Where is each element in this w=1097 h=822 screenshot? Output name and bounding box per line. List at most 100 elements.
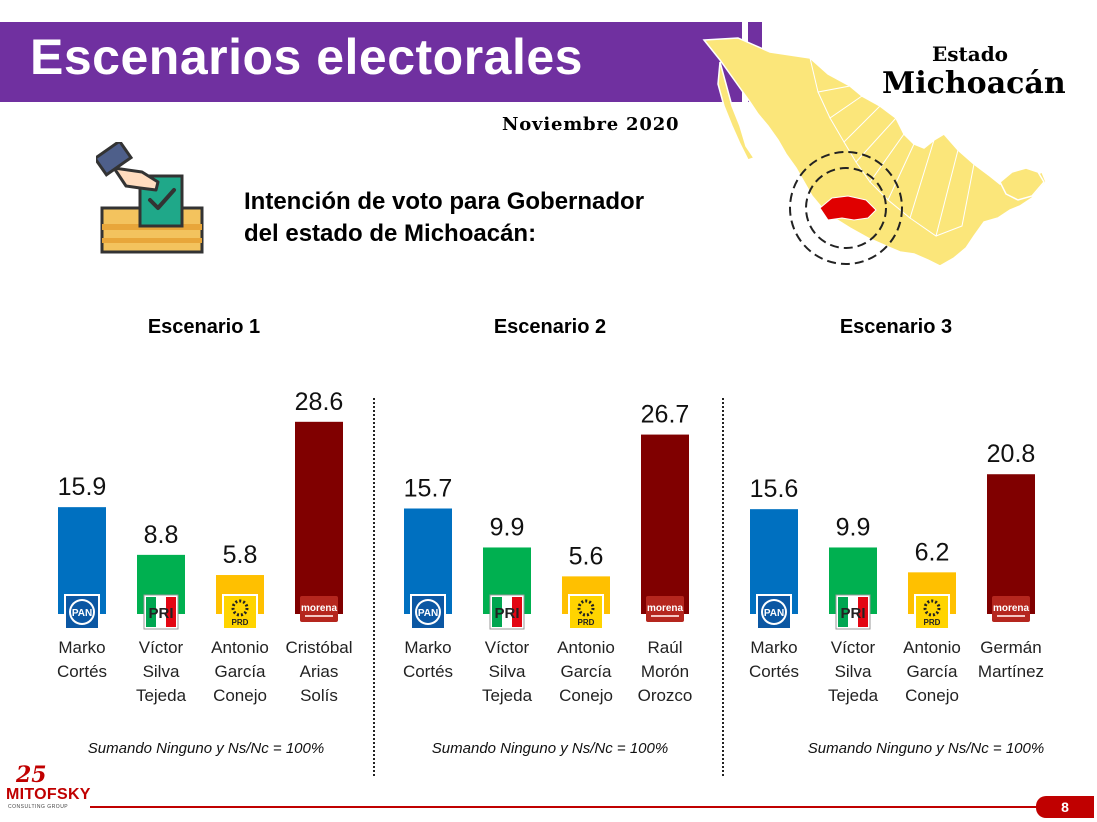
svg-text:morena: morena bbox=[301, 603, 338, 614]
candidate-name: Raúl Morón Orozco bbox=[620, 636, 710, 708]
data-label: 8.8 bbox=[144, 521, 179, 549]
candidate-name: Germán Martínez bbox=[966, 636, 1056, 684]
scenario-note: Sumando Ninguno y Ns/Nc = 100% bbox=[807, 740, 1045, 757]
candidate-name: Antonio García Conejo bbox=[541, 636, 631, 708]
svg-text:morena: morena bbox=[647, 603, 684, 614]
candidate-name-line: García bbox=[214, 662, 266, 681]
focus-circle-inner bbox=[805, 167, 887, 249]
bar-morena bbox=[295, 421, 343, 614]
prd-logo-icon: PRD bbox=[914, 594, 950, 630]
scenario-title: Escenario 3 bbox=[839, 316, 953, 338]
candidate-name: Marko Cortés bbox=[383, 636, 473, 684]
candidate-name-line: Víctor bbox=[830, 638, 876, 657]
pri-logo-icon: PRI bbox=[835, 594, 871, 630]
candidate-name-line: Germán bbox=[980, 638, 1042, 657]
candidate-name-line: Víctor bbox=[138, 638, 184, 657]
candidate-name: Antonio García Conejo bbox=[195, 636, 285, 708]
scenario-3-chart: Escenario 3 15.6 PAN 9.9 PRI 6.2 PRD 20.8 moren… bbox=[746, 312, 1086, 772]
data-label: 28.6 bbox=[295, 388, 344, 416]
candidate-name-line: Raúl bbox=[647, 638, 683, 657]
logo-tagline: CONSULTING GROUP bbox=[8, 804, 69, 810]
candidate-name-line: Conejo bbox=[905, 686, 959, 705]
scenario-bars-svg: 15.7 PAN 9.9 PRI 5.6 PRD 26.7 morena bbox=[404, 401, 690, 630]
scenario-1-chart: Escenario 1 15.9 PAN 8.8 PRI 5.8 PRD 28.6 moren… bbox=[54, 312, 394, 772]
survey-question-line1: Intención de voto para Gobernador bbox=[244, 188, 645, 215]
morena-logo-icon: morena bbox=[300, 596, 338, 622]
data-label: 26.7 bbox=[641, 401, 690, 429]
candidate-names: Marko Cortés Víctor Silva Tejeda Antonio Garcí… bbox=[54, 636, 394, 716]
candidate-name: Cristóbal Arias Solís bbox=[274, 636, 364, 708]
svg-text:PAN: PAN bbox=[72, 608, 92, 619]
candidate-name-line: Morón bbox=[640, 662, 690, 681]
svg-text:PAN: PAN bbox=[418, 608, 438, 619]
candidate-name-line: Cristóbal bbox=[285, 638, 353, 657]
mexico-map bbox=[702, 37, 1047, 267]
footer-line bbox=[90, 806, 1050, 808]
logo-name: MITOFSKY bbox=[6, 786, 91, 803]
bar-morena bbox=[641, 434, 689, 614]
data-label: 15.9 bbox=[58, 473, 107, 501]
data-label: 20.8 bbox=[987, 440, 1036, 468]
pan-logo-icon: PAN bbox=[410, 594, 446, 630]
candidate-name-line: Silva bbox=[488, 662, 526, 681]
pan-logo-icon: PAN bbox=[756, 594, 792, 630]
pri-logo-icon: PRI bbox=[489, 594, 525, 630]
candidate-name-line: García bbox=[560, 662, 612, 681]
pan-logo-icon: PAN bbox=[64, 594, 100, 630]
candidate-name: Víctor Silva Tejeda bbox=[462, 636, 552, 708]
candidate-name-line: Marko bbox=[404, 638, 452, 657]
candidate-name-line: Martínez bbox=[977, 662, 1045, 681]
mexico-outline bbox=[702, 37, 1047, 267]
data-label: 9.9 bbox=[490, 513, 525, 541]
survey-date: Noviembre 2020 bbox=[502, 114, 680, 135]
ballot-box-icon bbox=[96, 142, 204, 254]
mitofsky-logo: 25 MITOFSKY CONSULTING GROUP bbox=[6, 762, 90, 812]
prd-logo-icon: PRD bbox=[222, 594, 258, 630]
candidate-name-line: Cortés bbox=[402, 662, 454, 681]
candidate-name-line: Antonio bbox=[211, 638, 269, 657]
candidate-name: Antonio García Conejo bbox=[887, 636, 977, 708]
scenario-bars-svg: 15.9 PAN 8.8 PRI 5.8 PRD 28.6 morena bbox=[58, 388, 344, 630]
data-label: 5.8 bbox=[223, 541, 258, 569]
morena-logo-icon: morena bbox=[992, 596, 1030, 622]
candidate-name-line: Tejeda bbox=[827, 686, 879, 705]
candidate-name: Víctor Silva Tejeda bbox=[808, 636, 898, 708]
candidate-name-line: Orozco bbox=[637, 686, 693, 705]
scenario-note: Sumando Ninguno y Ns/Nc = 100% bbox=[87, 740, 325, 757]
candidate-name: Marko Cortés bbox=[37, 636, 127, 684]
page-number: 8 bbox=[1036, 796, 1094, 818]
svg-text:morena: morena bbox=[993, 603, 1030, 614]
scenario-divider-1 bbox=[373, 398, 375, 776]
candidate-name-line: García bbox=[906, 662, 958, 681]
svg-text:PRD: PRD bbox=[232, 618, 249, 627]
michoacan-highlight bbox=[819, 195, 877, 221]
scenario-bars-svg: 15.6 PAN 9.9 PRI 6.2 PRD 20.8 morena bbox=[750, 440, 1036, 630]
svg-text:PAN: PAN bbox=[764, 608, 784, 619]
scenario-title: Escenario 2 bbox=[493, 316, 607, 338]
survey-question: Intención de voto para Gobernador del es… bbox=[244, 186, 644, 250]
scenario-2-chart: Escenario 2 15.7 PAN 9.9 PRI 5.6 PRD 26.7 moren… bbox=[400, 312, 740, 772]
candidate-name-line: Silva bbox=[142, 662, 180, 681]
logo-anniversary-number: 25 bbox=[16, 762, 47, 788]
svg-text:PRD: PRD bbox=[924, 618, 941, 627]
state-name: Michoacán bbox=[882, 66, 1066, 101]
candidate-name-line: Antonio bbox=[903, 638, 961, 657]
mexico-yucatan bbox=[999, 167, 1045, 201]
candidate-name-line: Solís bbox=[300, 686, 338, 705]
candidate-name-line: Arias bbox=[299, 662, 339, 681]
candidate-name-line: Víctor bbox=[484, 638, 530, 657]
data-label: 6.2 bbox=[915, 538, 950, 566]
bar-morena bbox=[987, 474, 1035, 614]
survey-question-line2: del estado de Michoacán: bbox=[244, 220, 537, 247]
candidate-name: Marko Cortés bbox=[729, 636, 819, 684]
scenario-title: Escenario 1 bbox=[147, 316, 261, 338]
svg-text:PRI: PRI bbox=[494, 605, 519, 622]
svg-text:PRI: PRI bbox=[148, 605, 173, 622]
candidate-name-line: Cortés bbox=[56, 662, 108, 681]
state-borders bbox=[809, 57, 975, 237]
data-label: 9.9 bbox=[836, 513, 871, 541]
candidate-name-line: Antonio bbox=[557, 638, 615, 657]
pri-logo-icon: PRI bbox=[143, 594, 179, 630]
svg-text:PRD: PRD bbox=[578, 618, 595, 627]
candidate-name-line: Tejeda bbox=[481, 686, 533, 705]
